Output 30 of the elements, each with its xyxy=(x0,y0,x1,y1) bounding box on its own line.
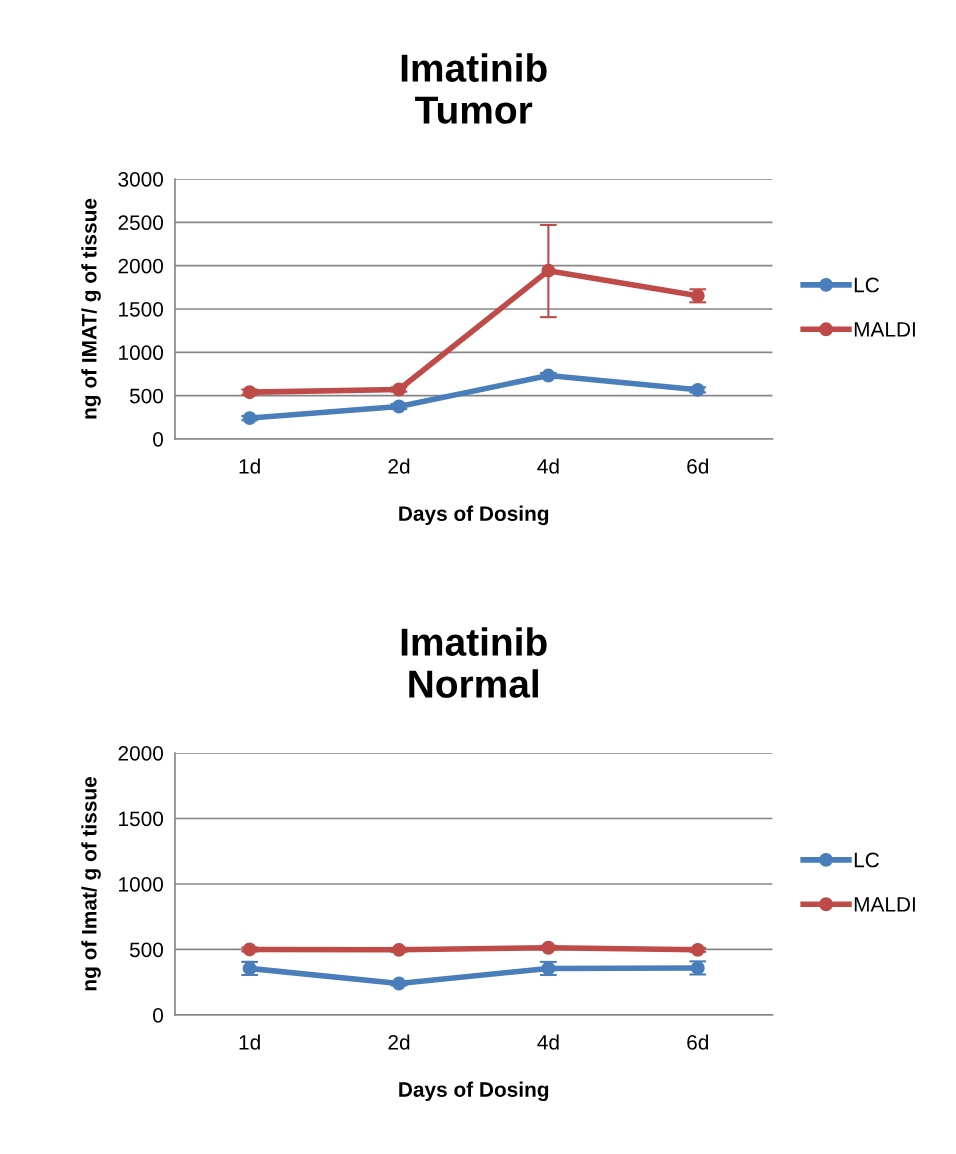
y-tick-label: 1500 xyxy=(119,811,164,827)
y-tick-label: 3000 xyxy=(118,171,164,187)
x-axis-title: Days of Dosing xyxy=(399,1081,549,1102)
x-tick-label: 1d xyxy=(239,1034,260,1050)
legend-label: MALDI xyxy=(854,322,915,337)
y-tick-label: 2000 xyxy=(118,258,164,274)
chart-title: Imatinib Tumor xyxy=(401,53,547,124)
x-tick-label: 6d xyxy=(687,1034,709,1050)
chart-title: Imatinib Normal xyxy=(401,627,547,698)
x-tick-label: 2d xyxy=(388,458,410,474)
x-tick-label: 6d xyxy=(687,458,709,474)
y-axis-title: ng of IMAT/ g of tissue xyxy=(81,198,101,419)
x-axis-title: Days of Dosing xyxy=(399,505,549,526)
legend-label: LC xyxy=(854,277,879,293)
y-tick-label: 2500 xyxy=(118,215,164,231)
y-tick-label: 1000 xyxy=(119,876,164,892)
x-tick-label: 4d xyxy=(537,1034,559,1050)
y-axis-title: ng of Imat/ g of tissue xyxy=(81,777,101,991)
y-tick-label: 1000 xyxy=(119,345,164,361)
legend-label: MALDI xyxy=(854,897,915,912)
y-tick-label: 0 xyxy=(153,1007,164,1023)
y-tick-label: 2000 xyxy=(118,745,164,761)
x-tick-label: 4d xyxy=(537,458,559,474)
legend-label: LC xyxy=(854,852,879,868)
y-tick-label: 500 xyxy=(129,942,164,958)
x-tick-label: 2d xyxy=(388,1034,410,1050)
y-tick-label: 0 xyxy=(153,431,164,447)
x-tick-label: 1d xyxy=(239,458,260,474)
y-tick-label: 500 xyxy=(129,388,164,404)
y-tick-label: 1500 xyxy=(119,301,164,317)
